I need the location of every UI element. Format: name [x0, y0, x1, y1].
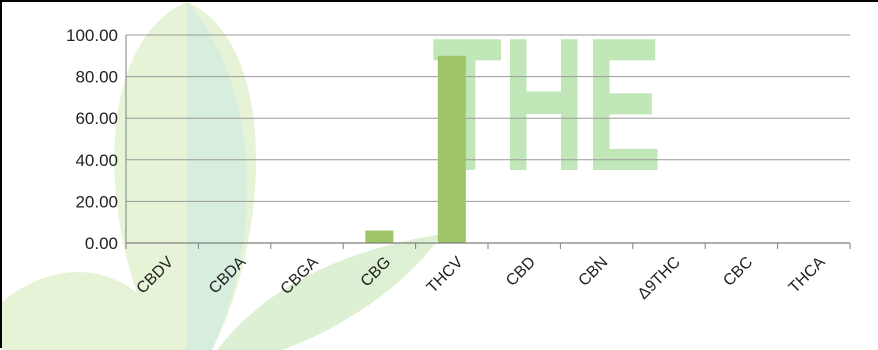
cannabis-leaf-watermark: THE	[2, 2, 662, 350]
y-tick-label: 0.00	[85, 234, 118, 253]
watermark-text: THE	[432, 2, 662, 211]
bars	[365, 55, 466, 243]
x-category-label: CBC	[720, 254, 756, 290]
bar-cbg	[365, 230, 394, 243]
x-category-label: CBD	[503, 254, 539, 290]
x-category-label: THCV	[424, 254, 467, 297]
x-category-label: CBN	[576, 254, 612, 290]
y-tick-label: 20.00	[75, 192, 118, 211]
y-tick-label: 100.00	[66, 26, 118, 45]
leaf-shape-lower-mid	[217, 234, 442, 350]
y-tick-label: 80.00	[75, 68, 118, 87]
axes	[125, 35, 851, 249]
y-axis-labels: 0.00 20.00 40.00 60.00 80.00 100.00	[66, 26, 118, 253]
bar-thcv	[437, 55, 466, 243]
y-tick-label: 60.00	[75, 109, 118, 128]
leaf-shape-right	[187, 2, 248, 350]
gridlines	[126, 34, 850, 202]
x-category-label: Δ9THC	[635, 254, 684, 303]
x-category-label: THCA	[786, 254, 829, 297]
y-tick-label: 40.00	[75, 151, 118, 170]
leaf-shape-lower-left	[2, 271, 177, 350]
leaf-shape-left	[114, 2, 257, 350]
